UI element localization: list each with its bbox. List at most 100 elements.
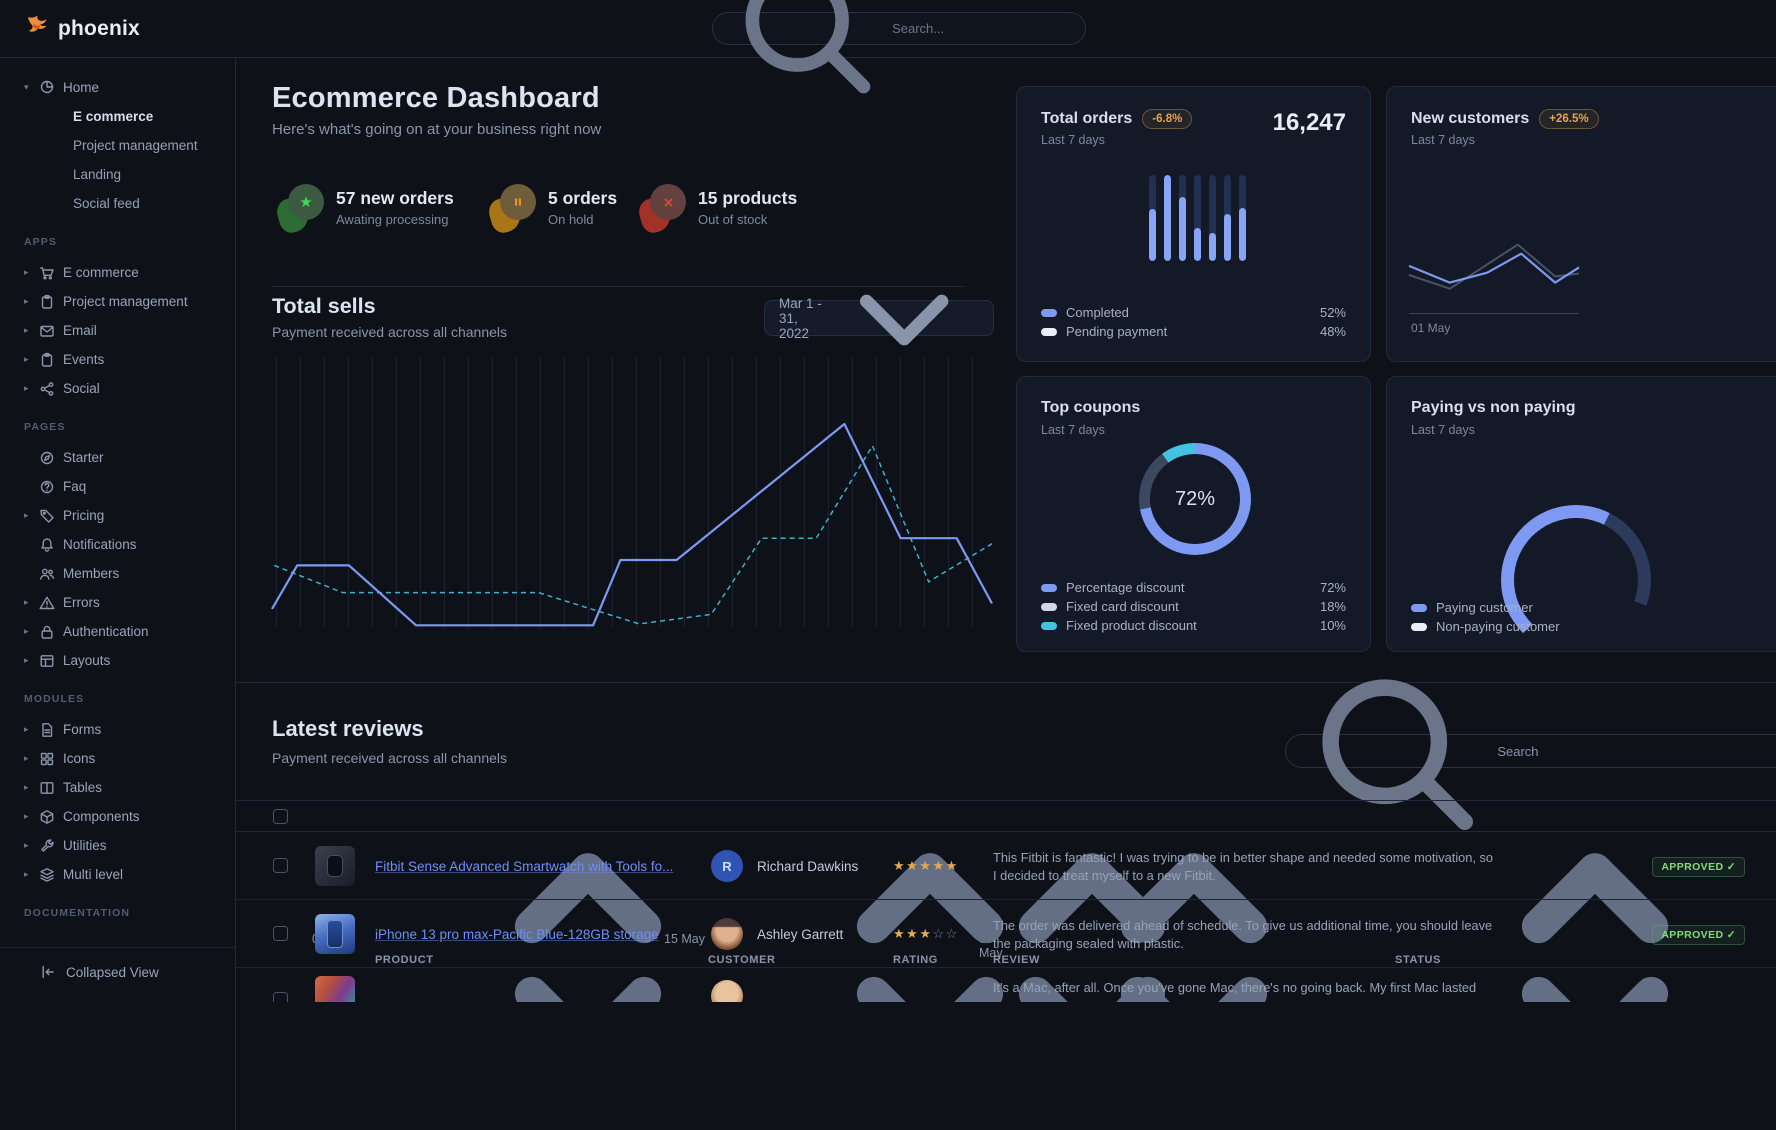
star-icon: ★ [893,858,907,873]
new-orders-icon: ★ [273,184,324,236]
sidebar-item[interactable]: ▸ Tables [24,780,103,795]
rating-stars: ★★★★★ [893,858,959,874]
sidebar: ▾ Home E commerce Project management Lan… [0,58,236,1130]
warning-triangle-icon [39,595,55,611]
top-coupons-card: Top coupons Last 7 days 72% Percentage d… [1016,376,1371,652]
customer-avatar[interactable] [711,918,743,950]
row-checkbox[interactable] [273,926,288,941]
date-range-picker[interactable]: Mar 1 - 31, 2022 [764,294,994,346]
star-icon: ★ [893,926,907,941]
sidebar-item[interactable]: ▸ Pricing [24,508,105,523]
sidebar-item[interactable]: ▸ Forms [24,722,102,738]
main-content: Ecommerce Dashboard Here's what's going … [236,58,1776,1130]
navbar-search-input[interactable] [892,21,1071,36]
star-icon: ★ [906,926,920,941]
sidebar-subitem[interactable]: Project management [73,138,198,153]
row-checkbox[interactable] [273,858,288,873]
review-row: iPhone 13 pro max-Pacific Blue-128GB sto… [236,900,1776,968]
total-sells-subtitle: Payment received across all channels [272,324,508,340]
sidebar-item[interactable]: ▸ Project management [24,294,188,309]
lock-icon [39,624,55,640]
x-mark-icon [635,184,686,236]
legend-swatch [1411,603,1427,612]
sidebar-subitem[interactable]: E commerce [73,109,154,124]
navbar-search[interactable] [712,0,1086,94]
rating-stars: ★★★☆☆ [893,926,959,942]
review-text: It's a Mac, after all. Once you've gone … [993,980,1477,995]
order-bar [1224,175,1231,261]
sidebar-item[interactable]: ▸ Utilities [24,838,107,853]
sidebar-subitem[interactable]: Social feed [73,196,140,211]
star-icon: ☆ [932,926,946,941]
review-text: The order was delivered ahead of schedul… [993,918,1493,951]
sidebar-item[interactable]: ▸ Faq [0,472,235,501]
sidebar-item[interactable]: ▸ Social [24,381,100,396]
reviews-search[interactable] [1285,679,1776,830]
brand-logo[interactable]: phoenix [24,13,140,44]
orders-bar-chart [1149,175,1249,261]
sidebar-item[interactable]: ▸ Events [24,352,105,367]
sidebar-item[interactable]: ▸ Email [24,323,97,338]
coupons-donut-chart: 72% [1139,443,1251,555]
sidebar-home-children: E commerce Project management Landing So… [0,102,235,218]
order-bar [1164,175,1171,261]
customer-avatar[interactable]: R [711,850,743,882]
sidebar-item-home[interactable]: ▾ Home [24,79,100,95]
search-icon [1300,657,1488,845]
shopping-cart-icon [39,265,55,281]
caret-right-icon: ▸ [24,869,29,879]
caret-down-icon: ▾ [24,81,29,92]
total-sells-chart: 01 May 15 May 30 May [271,356,1003,960]
sidebar-item[interactable]: ▸ Members [0,559,235,588]
sidebar-item[interactable]: ▸ Layouts [24,653,111,669]
product-thumbnail-smartwatch[interactable] [315,846,355,886]
spark-line-current [1408,252,1580,284]
customer-name: Richard Dawkins [757,859,859,874]
sales-line-current [271,422,993,627]
legend-swatch [1041,308,1057,317]
legend-swatch [1041,327,1057,336]
sidebar-section-label-documentation: DOCUMENTATION [24,907,131,919]
product-link[interactable]: iPhone 13 pro max-Pacific Blue-128GB sto… [375,927,659,942]
sidebar-subitem[interactable]: Landing [73,167,122,182]
caret-right-icon: ▸ [24,753,29,763]
legend-item: Non-paying customer [1411,617,1631,636]
new-customers-card: New customers +26.5% Last 7 days 01 May [1386,86,1776,362]
total-sells-title: Total sells [272,294,376,318]
file-lines-icon [39,722,55,738]
layout-icon [39,653,55,669]
product-link[interactable]: Fitbit Sense Advanced Smartwatch with To… [375,859,674,874]
reviews-search-input[interactable] [1497,743,1776,759]
sidebar-item[interactable]: ▸ Components [24,809,140,824]
caret-right-icon: ▸ [24,626,29,636]
review-text: This Fitbit is fantastic! I was trying t… [993,850,1494,883]
bell-icon [39,537,55,553]
select-all-checkbox[interactable] [273,809,288,824]
page-title: Ecommerce Dashboard [272,82,600,114]
collapse-sidebar-button[interactable]: Collapsed View [0,948,235,996]
status-badge: APPROVED ✓ [1652,857,1745,877]
sidebar-item[interactable]: ▸ Errors [24,595,100,611]
sidebar-item[interactable]: ▸ Authentication [24,624,149,640]
legend-item: Fixed product discount 10% [1041,616,1346,635]
caret-right-icon: ▸ [24,655,29,665]
users-icon [39,566,55,582]
caret-right-icon: ▸ [24,325,29,335]
product-thumbnail-iphone[interactable] [315,914,355,954]
legend-swatch [1041,602,1057,611]
check-icon: ✓ [1726,861,1736,873]
sidebar-item[interactable]: ▸ Starter [0,443,235,472]
sidebar-item[interactable]: ▸ Icons [24,751,96,766]
caret-right-icon: ▸ [24,597,29,607]
stat-orders-on-hold: 5 orders On hold [485,184,617,236]
sidebar-item[interactable]: ▸ Multi level [24,867,124,882]
question-circle-icon [39,479,55,495]
star-icon: ★ [919,858,933,873]
change-badge: -6.8% [1142,109,1193,129]
status-badge: APPROVED ✓ [1652,925,1745,945]
spark-x-label: 01 May [1411,321,1451,335]
page-subtitle: Here's what's going on at your business … [272,121,602,138]
sidebar-item[interactable]: ▸ E commerce [24,265,139,281]
legend-item: Paying customer [1411,598,1631,617]
sidebar-item[interactable]: ▸ Notifications [0,530,235,559]
